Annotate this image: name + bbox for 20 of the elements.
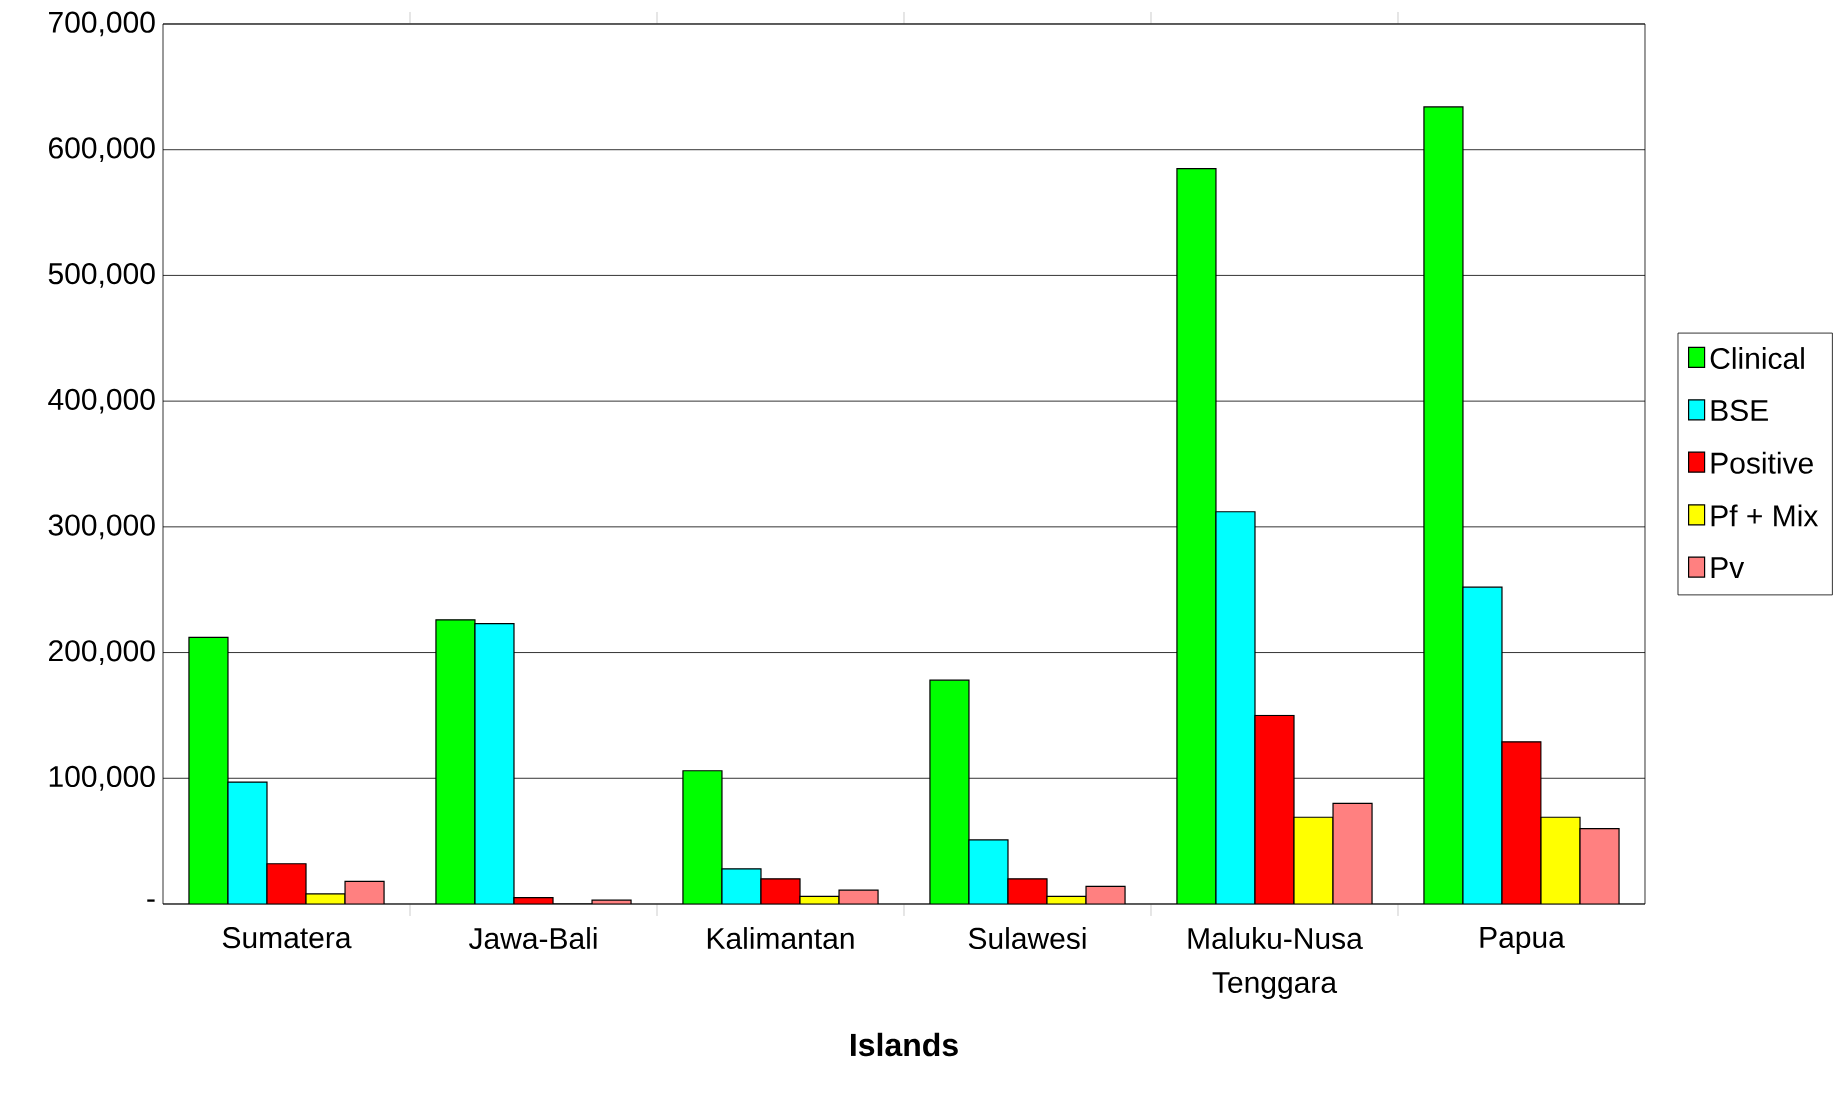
- y-tick-label: 300,000: [48, 514, 155, 540]
- y-tick-label: 400,000: [48, 388, 155, 414]
- y-tick-label: 100,000: [49, 765, 155, 791]
- x-axis-title: Islands: [851, 1032, 958, 1057]
- legend-label: Positive: [1711, 451, 1813, 474]
- legend-label: Pf + Mix: [1711, 504, 1819, 527]
- y-tick-label: 600,000: [49, 137, 155, 163]
- legend-label: Pv: [1711, 557, 1745, 578]
- x-tick-label: Jawa-Bali: [468, 927, 597, 950]
- x-tick-label: Papua: [1480, 927, 1565, 954]
- y-tick-label: 500,000: [48, 263, 155, 288]
- x-tick-label: Sumatera: [222, 927, 352, 949]
- y-tick-label: -: [147, 899, 155, 902]
- y-tick-label: 200,000: [49, 640, 155, 665]
- legend-label: Clinical: [1710, 347, 1804, 370]
- legend-label: BSE: [1711, 399, 1768, 422]
- x-tick-label: Sulawesi: [968, 927, 1086, 950]
- x-tick-label: Maluku-Nusa Tenggara: [1188, 927, 1363, 999]
- x-tick-label: Kalimantan: [707, 927, 854, 950]
- y-tick-label: 700,000: [49, 11, 155, 37]
